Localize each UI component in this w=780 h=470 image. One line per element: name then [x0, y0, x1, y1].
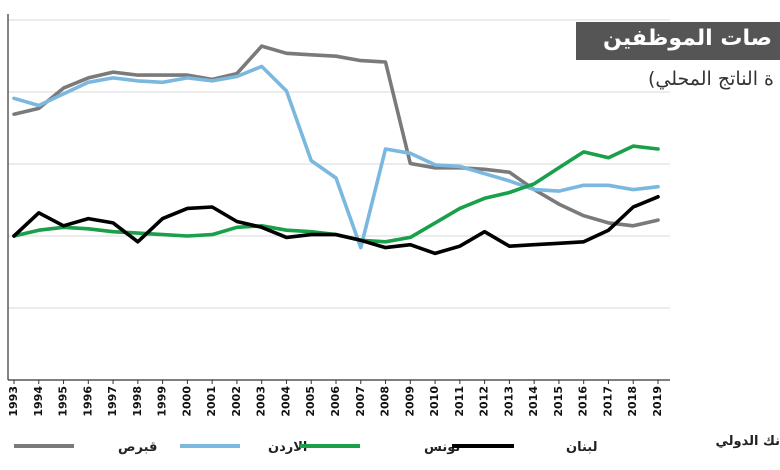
x-tick-label: 2015 [552, 386, 565, 417]
x-tick-label: 1997 [106, 386, 119, 417]
x-tick-label: 2014 [527, 386, 540, 417]
x-tick-label: 2012 [478, 386, 491, 417]
x-tick-label: 2008 [379, 386, 392, 417]
x-tick-label: 1993 [7, 386, 20, 417]
legend-label-3: لبنان [566, 440, 597, 455]
series-line-2 [12, 144, 660, 244]
x-tick-label: 2010 [428, 386, 441, 417]
x-tick-label: 2009 [403, 386, 416, 417]
x-tick-label: 2001 [205, 386, 218, 417]
x-tick-label: 2000 [180, 386, 193, 417]
x-tick-label: 2007 [354, 386, 367, 417]
x-tick-label: 2011 [453, 386, 466, 417]
series-line-3 [12, 195, 660, 256]
grid-layer [8, 19, 670, 309]
x-tick-label: 2003 [255, 386, 268, 417]
x-tick-label: 1995 [57, 386, 70, 417]
x-tick-label: 2017 [602, 386, 615, 417]
axis-layer [7, 14, 670, 381]
series-layer [12, 44, 660, 256]
x-tick-label: 1996 [81, 386, 94, 417]
chart-title: صات الموظفين [603, 26, 772, 51]
legend-label-1: الاردن [268, 440, 307, 455]
x-tick-label: 2004 [280, 386, 293, 417]
x-tick-label: 2019 [651, 386, 664, 417]
series-line-1 [12, 64, 660, 250]
legend-label-2: تونس [424, 440, 460, 455]
series-line-0 [12, 44, 660, 228]
x-tick-label: 1999 [156, 386, 169, 417]
source-label: نك الدولي [715, 434, 780, 449]
title-box [576, 22, 780, 60]
x-tick-label: 2005 [304, 386, 317, 417]
chart-subtitle: ة الناتج المحلي) [647, 68, 774, 90]
legend: قبرص الاردن تونس لبنان [14, 440, 597, 455]
x-tick-label: 1998 [131, 386, 144, 417]
x-tick-label: 2002 [230, 386, 243, 417]
x-tick-labels: 1993 1994 1995 1996 1997 1998 1999 2000 2001 2002… [7, 380, 664, 417]
x-tick-label: 1994 [32, 386, 45, 417]
legend-label-0: قبرص [118, 440, 157, 455]
x-tick-label: 2016 [577, 386, 590, 417]
x-tick-label: 2013 [502, 386, 515, 417]
x-tick-label: 2006 [329, 386, 342, 417]
x-tick-label: 2018 [626, 386, 639, 417]
